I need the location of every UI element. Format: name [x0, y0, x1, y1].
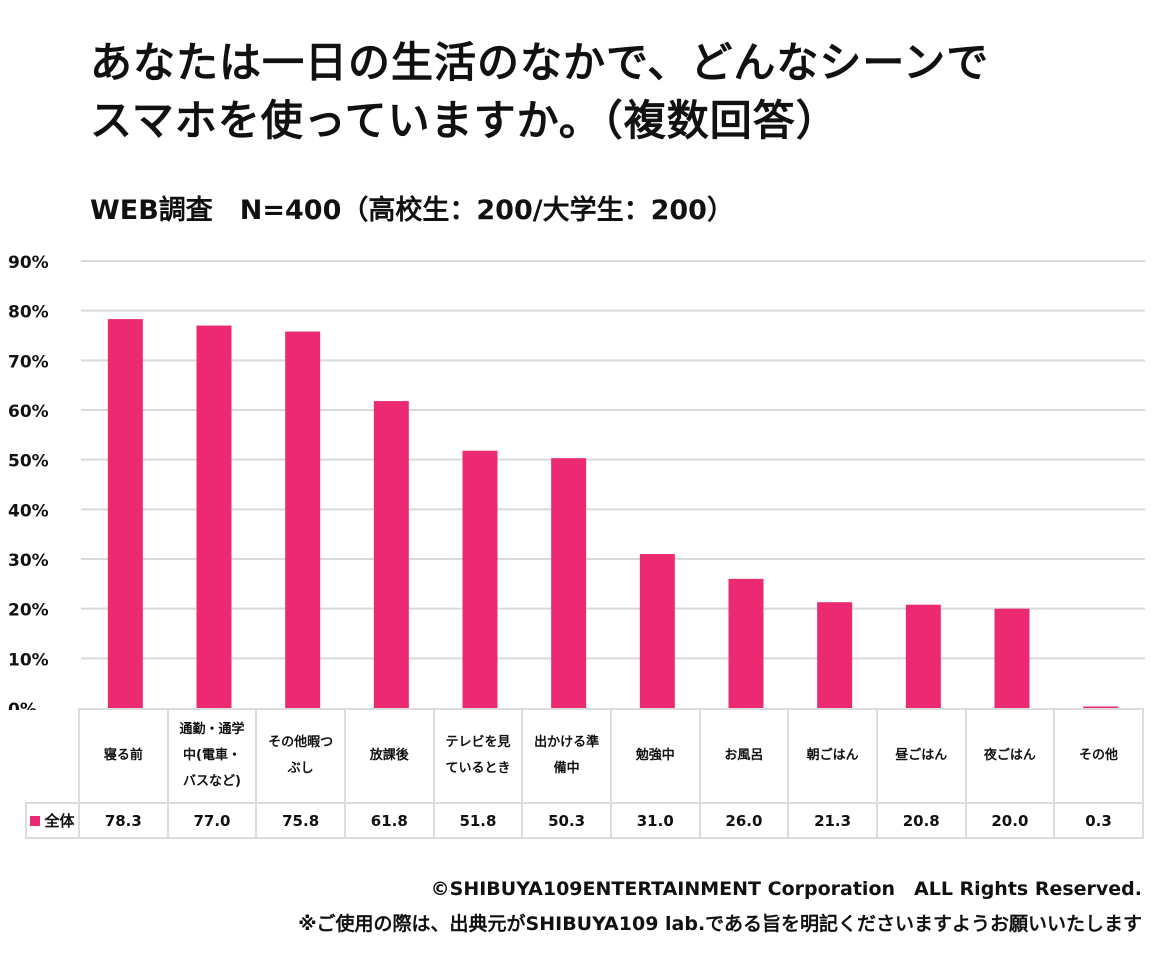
category-label-line: 中(電車・ [183, 748, 241, 763]
y-tick-label: 20% [8, 601, 49, 621]
category-label-line: その他暇つ [268, 735, 334, 750]
bar [1083, 706, 1119, 708]
bar [905, 604, 941, 708]
y-axis-ticks: 0% 10% 20% 30% 40% 50% 60% 70% 80% 90% [8, 253, 49, 710]
category-label-line: 出かける準 [534, 735, 600, 750]
y-tick-label: 90% [8, 253, 49, 273]
category-label-line: 放課後 [369, 748, 409, 763]
bars [107, 319, 1119, 708]
chart-title-line-1: あなたは一日の生活のなかで、どんなシーンで [90, 38, 990, 87]
bar [285, 331, 321, 708]
value-label: 21.3 [787, 802, 878, 839]
y-tick-label: 10% [8, 650, 49, 670]
category-label-line: 備中 [553, 761, 580, 776]
category-label: 放課後 [343, 708, 435, 804]
category-label-line: ぶし [287, 761, 314, 776]
category-label: その他暇つ ぶし [255, 708, 346, 804]
category-label-line: 夜ごはん [983, 748, 1036, 763]
category-label: 昼ごはん [875, 708, 967, 804]
bar [107, 319, 143, 708]
usage-notice: ※ご使用の際は、出典元がSHIBUYA109 lab.である旨を明記くださいます… [298, 913, 1142, 935]
value-label: 51.8 [432, 802, 524, 839]
data-table: 寝る前 通勤・通学 中(電車・ バスなど) その他暇つ ぶし 放課後 テレビを見 ているとき 出か… [25, 708, 1144, 839]
value-label: 0.3 [1053, 802, 1144, 839]
value-label: 20.8 [875, 802, 967, 839]
series-row: 全体 78.3 77.0 75.8 61.8 51.8 50.3 31.0 26.0 21.3 2… [25, 802, 1144, 839]
value-label: 78.3 [78, 802, 169, 839]
value-label: 75.8 [255, 802, 346, 839]
bar [551, 458, 587, 708]
category-label-line: テレビを見 [445, 735, 511, 750]
bar-chart: 0% 10% 20% 30% 40% 50% 60% 70% 80% 90% [8, 253, 1145, 710]
y-tick-label: 50% [8, 452, 49, 472]
legend-label: 全体 [44, 811, 75, 830]
bar [196, 325, 232, 708]
chart-title-line-2: スマホを使っていますか。（複数回答） [90, 96, 839, 145]
y-tick-label: 60% [8, 402, 49, 422]
category-label: その他 [1053, 708, 1144, 804]
table-corner [26, 709, 80, 804]
bar [817, 602, 853, 708]
category-label-line: ているとき [445, 761, 511, 776]
y-tick-label: 70% [8, 352, 49, 372]
category-label-line: 昼ごはん [895, 748, 948, 763]
category-label-line: お風呂 [724, 748, 764, 763]
value-label: 26.0 [698, 802, 790, 839]
category-label-line: 朝ごはん [806, 748, 859, 763]
category-label: 出かける準 備中 [521, 708, 612, 804]
copyright-text: ©SHIBUYA109ENTERTAINMENT Corporation ALL… [430, 878, 1142, 900]
y-tick-label: 40% [8, 501, 49, 521]
gridlines [81, 260, 1145, 660]
bar [639, 554, 675, 708]
category-label: 夜ごはん [964, 708, 1056, 804]
category-label-line: 勉強中 [635, 748, 675, 763]
value-label: 61.8 [343, 802, 435, 839]
value-label: 31.0 [609, 802, 701, 839]
category-label-line: 寝る前 [103, 748, 143, 763]
value-label: 50.3 [521, 802, 612, 839]
category-label: 朝ごはん [787, 708, 878, 804]
category-label: 通勤・通学中(電車・バスなど) [166, 708, 258, 804]
bar [728, 578, 764, 708]
legend-swatch [30, 815, 41, 826]
category-label-line: その他 [1079, 748, 1119, 763]
value-label: 77.0 [166, 802, 258, 839]
chart-title: あなたは一日の生活のなかで、どんなシーンで スマホを使っていますか。（複数回答） [90, 34, 989, 150]
y-tick-label: 80% [8, 303, 49, 323]
category-label-line: 通勤・通学 [179, 722, 245, 737]
category-label: 勉強中 [609, 708, 701, 804]
y-tick-label: 30% [8, 551, 49, 571]
y-tick-label: 0% [8, 700, 37, 710]
category-label: 寝る前 [78, 708, 169, 804]
chart-subtitle: WEB調査 N=400（高校生：200/大学生：200） [90, 195, 734, 226]
bar [373, 401, 409, 708]
legend-cell: 全体 [25, 802, 80, 839]
category-label-line: バスなど) [183, 774, 241, 789]
bar [994, 608, 1030, 708]
category-header-row: 寝る前 通勤・通学 中(電車・ バスなど) その他暇つ ぶし 放課後 テレビを見 ているとき 出か… [26, 708, 1144, 804]
bar [462, 450, 498, 708]
category-label: テレビを見ているとき [432, 708, 524, 804]
category-label: お風呂 [698, 708, 790, 804]
value-label: 20.0 [964, 802, 1056, 839]
